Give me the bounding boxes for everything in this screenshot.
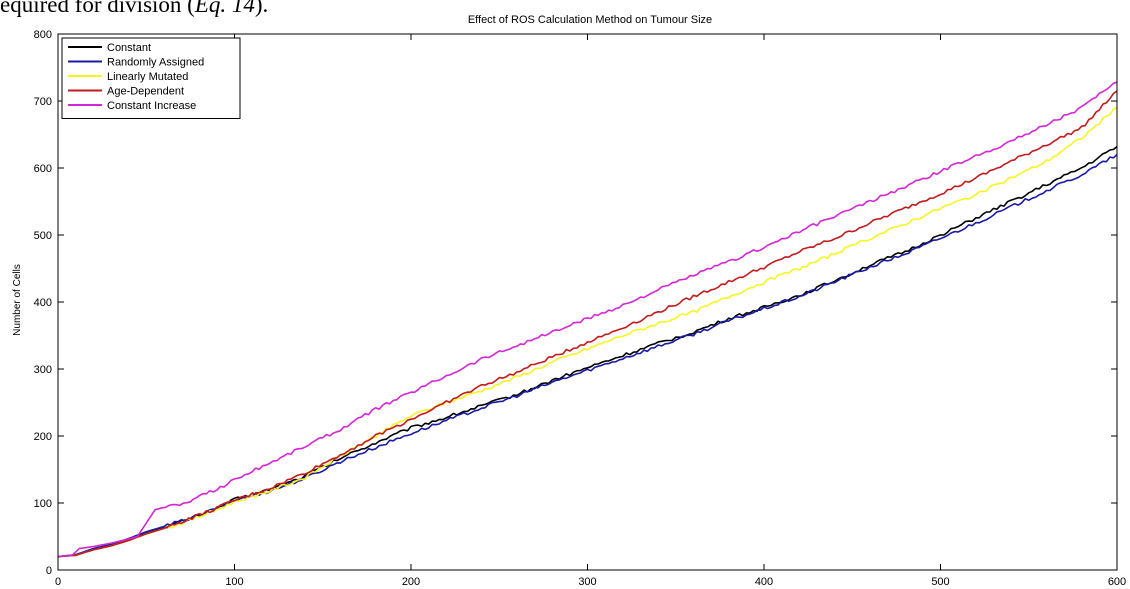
x-tick-label: 500 (931, 576, 949, 588)
doc-text-suffix: ). (254, 0, 269, 17)
legend-label: Linearly Mutated (107, 71, 188, 83)
x-tick-label: 400 (755, 576, 773, 588)
legend-label: Constant Increase (107, 100, 196, 112)
series-line-5 (57, 81, 1118, 558)
chart-title: Effect of ROS Calculation Method on Tumo… (468, 14, 712, 26)
legend-label: Age-Dependent (107, 86, 184, 98)
y-tick-label: 500 (34, 230, 52, 242)
y-tick-label: 700 (34, 96, 52, 108)
x-tick-label: 300 (578, 576, 596, 588)
y-tick-label: 200 (34, 431, 52, 443)
y-tick-label: 800 (34, 29, 52, 41)
series-layer (57, 81, 1118, 558)
series-line-1 (57, 145, 1118, 558)
plot-area (58, 34, 1117, 570)
equation-reference: Eq. 14 (194, 0, 255, 17)
y-tick-label: 300 (34, 364, 52, 376)
y-tick-label: 400 (34, 297, 52, 309)
legend: Constant Randomly Assigned Linearly Mutate… (61, 37, 241, 119)
y-tick-label: 600 (34, 163, 52, 175)
doc-text-prefix: equired for division ( (0, 0, 195, 17)
axes-layer: 0 100 200 300 400 500 600 0 100 200 300 400 500 600 70… (34, 29, 1127, 588)
legend-label: Randomly Assigned (107, 57, 204, 69)
x-tick-label: 200 (402, 576, 420, 588)
document-text-fragment: equired for division (Eq. 14). (0, 0, 268, 18)
series-line-4 (57, 90, 1118, 558)
x-tick-label: 0 (55, 576, 61, 588)
x-tick-label: 100 (225, 576, 243, 588)
y-tick-label: 100 (34, 498, 52, 510)
x-tick-label: 600 (1108, 576, 1126, 588)
legend-label: Constant (107, 42, 151, 54)
y-axis-label: Number of Cells (12, 264, 23, 336)
plot-background (58, 34, 1117, 570)
y-tick-label: 0 (46, 565, 52, 577)
